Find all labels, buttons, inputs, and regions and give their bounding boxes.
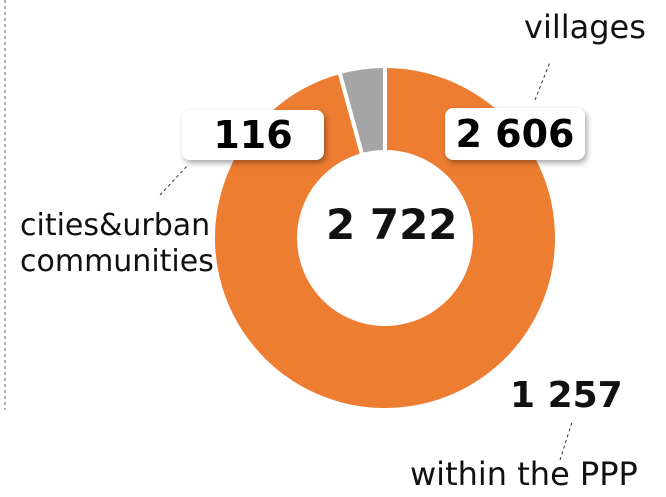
- leader-line: [159, 164, 189, 196]
- donut-slice: [337, 63, 387, 158]
- annotation-text: within the PPP: [410, 455, 638, 493]
- value-label: 116: [182, 110, 324, 160]
- value-label: 2 606: [445, 108, 585, 160]
- annotation-value: 1 257: [510, 375, 623, 416]
- category-label: villages: [524, 8, 646, 46]
- leader-line: [534, 61, 551, 101]
- category-label: cities&urban communities: [20, 208, 214, 279]
- center-text: 2 722: [326, 200, 458, 249]
- leader-line: [559, 421, 573, 461]
